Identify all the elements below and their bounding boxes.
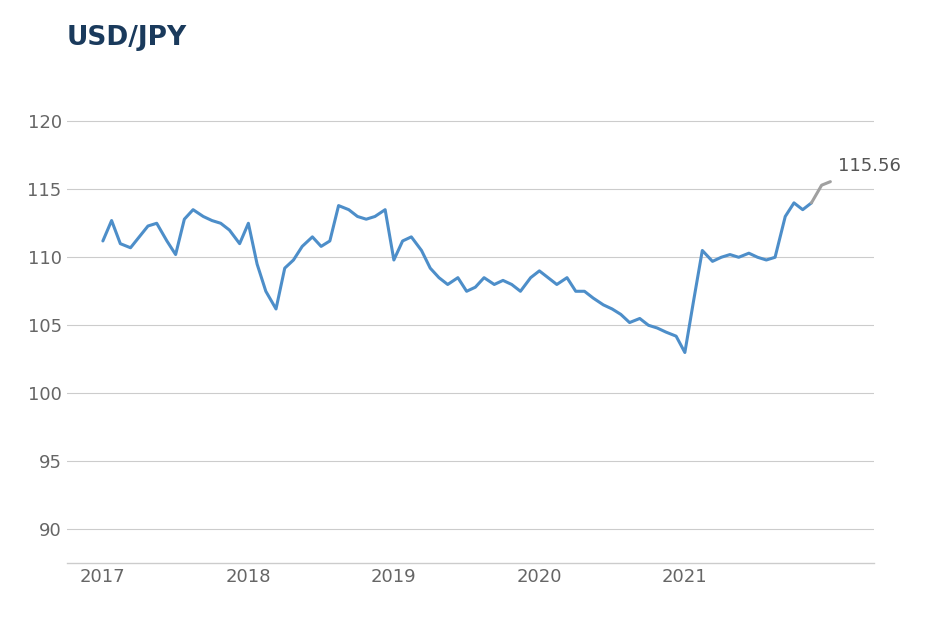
- Text: USD/JPY: USD/JPY: [66, 25, 187, 51]
- Text: 115.56: 115.56: [838, 157, 901, 175]
